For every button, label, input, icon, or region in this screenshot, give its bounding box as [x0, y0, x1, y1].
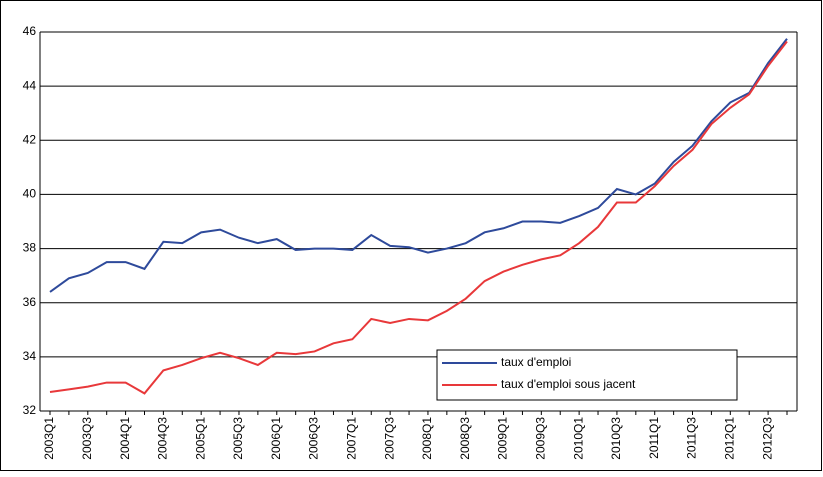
legend-label: taux d'emploi	[501, 355, 571, 369]
series-line	[49, 38, 788, 293]
x-tick-label: 2009Q3	[534, 417, 548, 460]
x-tick-label: 2003Q3	[80, 417, 94, 460]
legend-label: taux d'emploi sous jacent	[501, 377, 636, 391]
x-tick-label: 2010Q1	[571, 417, 585, 460]
y-tick-label: 44	[23, 78, 37, 92]
x-tick-label: 2005Q3	[231, 417, 245, 460]
x-tick-label: 2004Q1	[118, 417, 132, 460]
x-tick-label: 2008Q1	[420, 417, 434, 460]
x-tick-label: 2003Q1	[42, 417, 56, 460]
y-tick-label: 32	[23, 403, 37, 417]
x-tick-label: 2004Q3	[156, 417, 170, 460]
x-tick-label: 2006Q3	[307, 417, 321, 460]
x-tick-label: 2012Q1	[722, 417, 736, 460]
legend-box	[436, 349, 738, 401]
y-tick-label: 36	[23, 295, 37, 309]
y-tick-label: 34	[23, 349, 37, 363]
x-tick-label: 2008Q3	[458, 417, 472, 460]
x-tick-label: 2007Q1	[345, 417, 359, 460]
x-tick-label: 2009Q1	[496, 417, 510, 460]
y-tick-label: 46	[23, 24, 37, 38]
y-tick-label: 40	[23, 187, 37, 201]
series-line	[49, 40, 788, 395]
x-tick-label: 2011Q1	[647, 417, 661, 459]
y-tick-label: 42	[23, 132, 37, 146]
x-tick-label: 2010Q3	[609, 417, 623, 460]
x-tick-label: 2005Q1	[193, 417, 207, 460]
x-tick-label: 2006Q1	[269, 417, 283, 460]
x-tick-label: 2007Q3	[382, 417, 396, 460]
x-tick-label: 2012Q3	[760, 417, 774, 460]
x-tick-label: 2011Q3	[685, 417, 699, 459]
y-tick-label: 38	[23, 241, 37, 255]
